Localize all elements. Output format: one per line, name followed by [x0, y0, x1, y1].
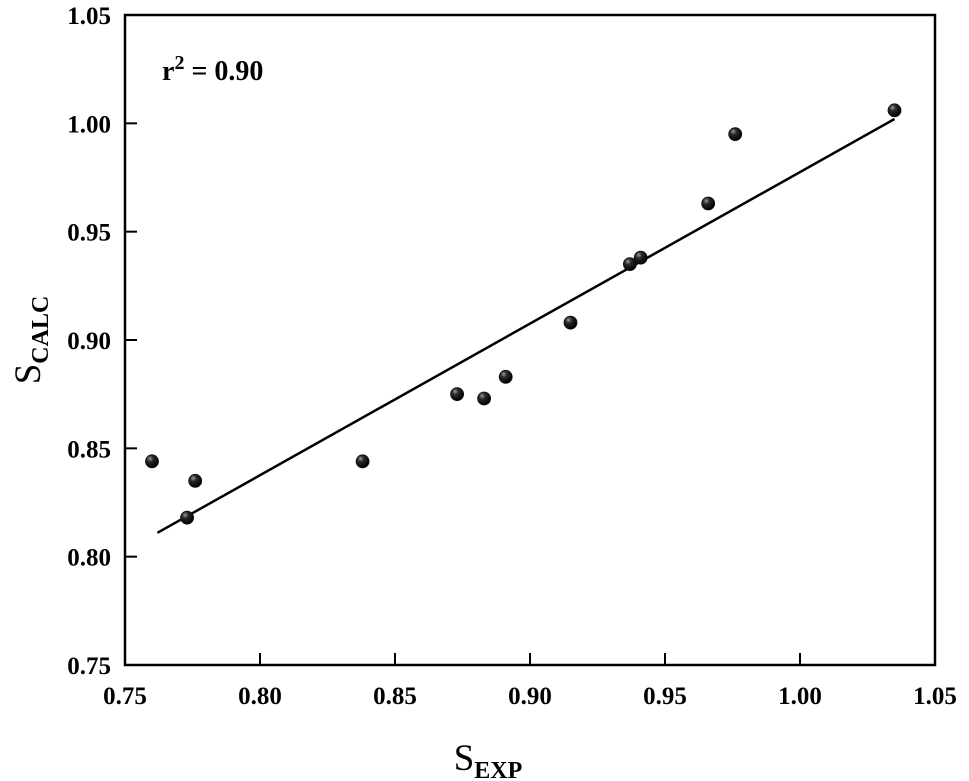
- data-point: [188, 473, 203, 488]
- y-axis-title-main: S: [8, 364, 49, 385]
- y-tick-label: 1.00: [67, 111, 111, 138]
- data-point: [728, 127, 743, 142]
- data-point: [701, 196, 716, 211]
- y-tick-label: 1.05: [67, 3, 111, 30]
- data-point: [355, 454, 370, 469]
- data-point: [623, 257, 637, 272]
- data-point: [887, 103, 902, 118]
- x-axis-title-sub: EXP: [474, 758, 522, 781]
- y-tick-label: 0.90: [67, 328, 111, 355]
- x-tick-label: 1.00: [778, 683, 822, 710]
- data-point: [145, 454, 159, 469]
- x-tick-label: 0.80: [238, 683, 282, 710]
- y-tick-label: 0.85: [67, 436, 111, 463]
- data-point: [450, 387, 465, 402]
- r-squared-annotation: r2 = 0.90: [162, 52, 263, 87]
- data-point: [563, 315, 578, 330]
- y-axis-title: SCALC: [8, 296, 54, 385]
- data-point: [180, 510, 195, 525]
- data-point: [498, 369, 513, 384]
- x-tick-label: 0.95: [643, 683, 687, 710]
- y-tick-label: 0.75: [67, 653, 111, 680]
- annotation-value: = 0.90: [184, 56, 263, 87]
- y-tick-label: 0.80: [67, 545, 111, 572]
- y-axis-title-sub: CALC: [28, 296, 54, 364]
- y-axis-ticks: 0.75 0.80 0.85 0.90 0.95 1.00 1.05: [67, 3, 137, 680]
- x-axis-title: SEXP: [454, 738, 523, 781]
- data-point: [633, 250, 648, 265]
- plot-frame: [123, 13, 937, 667]
- x-tick-label: 0.90: [508, 683, 552, 710]
- x-axis-title-main: S: [454, 738, 475, 779]
- x-tick-label: 0.85: [373, 683, 417, 710]
- annotation-base: r: [162, 56, 174, 87]
- y-tick-label: 0.95: [67, 220, 111, 247]
- annotation-superscript: 2: [174, 52, 184, 74]
- data-point: [477, 391, 492, 406]
- regression-line: [156, 117, 896, 534]
- data-points: [145, 103, 902, 525]
- x-tick-label: 1.05: [913, 683, 957, 710]
- x-axis-ticks: 0.75 0.80 0.85 0.90 0.95 1.00 1.05: [103, 653, 957, 710]
- x-tick-label: 0.75: [103, 683, 147, 710]
